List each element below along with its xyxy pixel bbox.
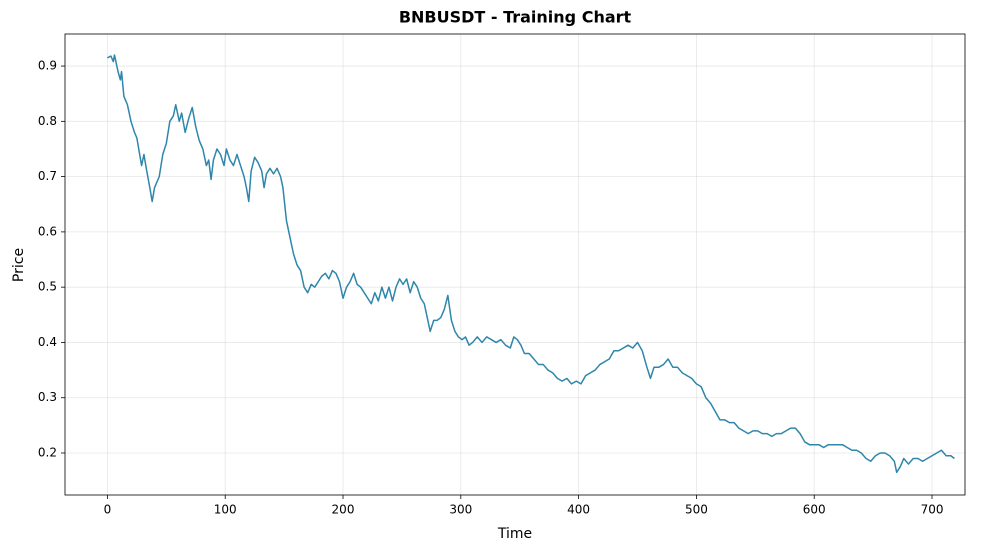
y-axis-label: Price (11, 248, 27, 282)
y-tick-label: 0.4 (38, 335, 57, 349)
chart-title: BNBUSDT - Training Chart (399, 8, 632, 27)
y-tick-label: 0.3 (38, 390, 57, 404)
x-tick-label: 0 (104, 503, 112, 517)
x-tick-label: 600 (803, 503, 826, 517)
y-tick-label: 0.2 (38, 445, 57, 459)
price-line (107, 54, 955, 474)
x-tick-label: 300 (449, 503, 472, 517)
y-tick-label: 0.9 (38, 59, 57, 73)
x-tick-label: 400 (567, 503, 590, 517)
y-tick-label: 0.5 (38, 280, 57, 294)
y-tick-label: 0.6 (38, 224, 57, 238)
y-tick-label: 0.7 (38, 169, 57, 183)
x-tick-label: 700 (921, 503, 944, 517)
plot-frame (64, 33, 966, 496)
x-tick-label: 100 (214, 503, 237, 517)
x-axis-label: Time (497, 526, 532, 542)
y-tick-label: 0.8 (38, 114, 57, 128)
x-tick-label: 500 (685, 503, 708, 517)
x-tick-label: 200 (332, 503, 355, 517)
